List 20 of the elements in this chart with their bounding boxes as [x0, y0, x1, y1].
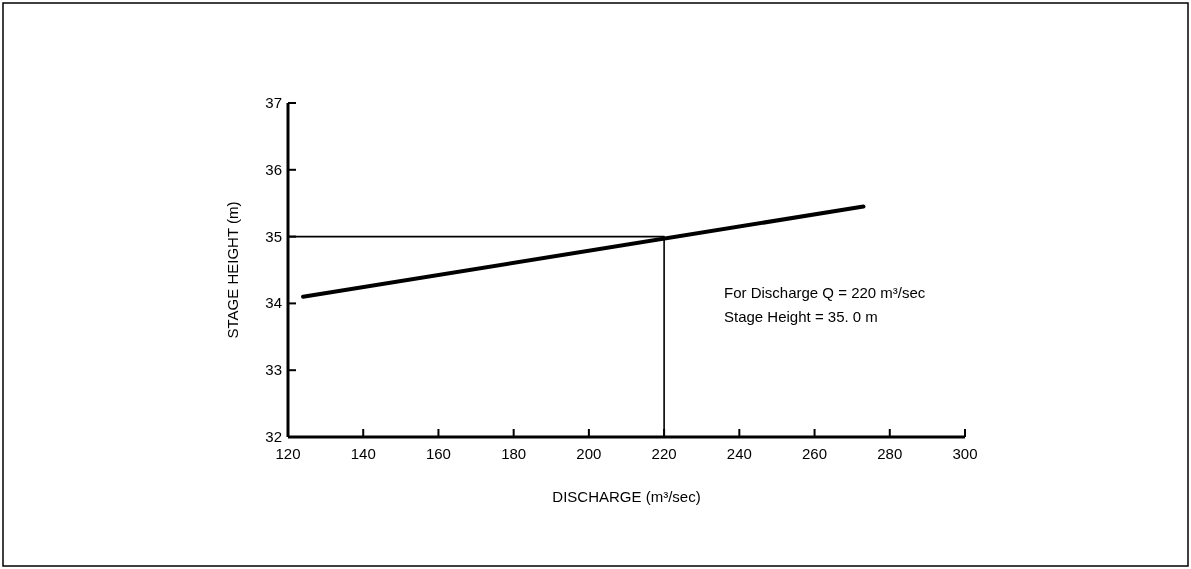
y-tick-label: 37 — [265, 94, 282, 111]
y-tick-label: 34 — [265, 294, 282, 312]
x-tick-label: 300 — [952, 445, 978, 462]
x-tick-label: 240 — [726, 445, 752, 462]
x-tick-label: 160 — [425, 445, 451, 462]
y-tick-label: 36 — [265, 160, 282, 178]
x-axis-title: DISCHARGE (m³/sec) — [552, 488, 701, 505]
y-tick-label: 33 — [265, 361, 282, 379]
y-tick-label: 32 — [265, 428, 282, 445]
x-tick-label: 200 — [576, 445, 602, 462]
x-tick-label: 260 — [802, 445, 828, 462]
x-tick-label: 280 — [877, 445, 903, 462]
y-axis-title: STAGE HEIGHT (m) — [224, 201, 241, 339]
annotation: For Discharge Q = 220 m³/sec — [724, 284, 926, 301]
x-tick-label: 180 — [501, 445, 527, 462]
annotation: Stage Height = 35. 0 m — [724, 308, 878, 325]
x-tick-label: 220 — [651, 445, 677, 462]
x-tick-label: 140 — [350, 445, 376, 462]
y-tick-label: 35 — [265, 227, 282, 245]
x-tick-label: 120 — [275, 445, 301, 462]
